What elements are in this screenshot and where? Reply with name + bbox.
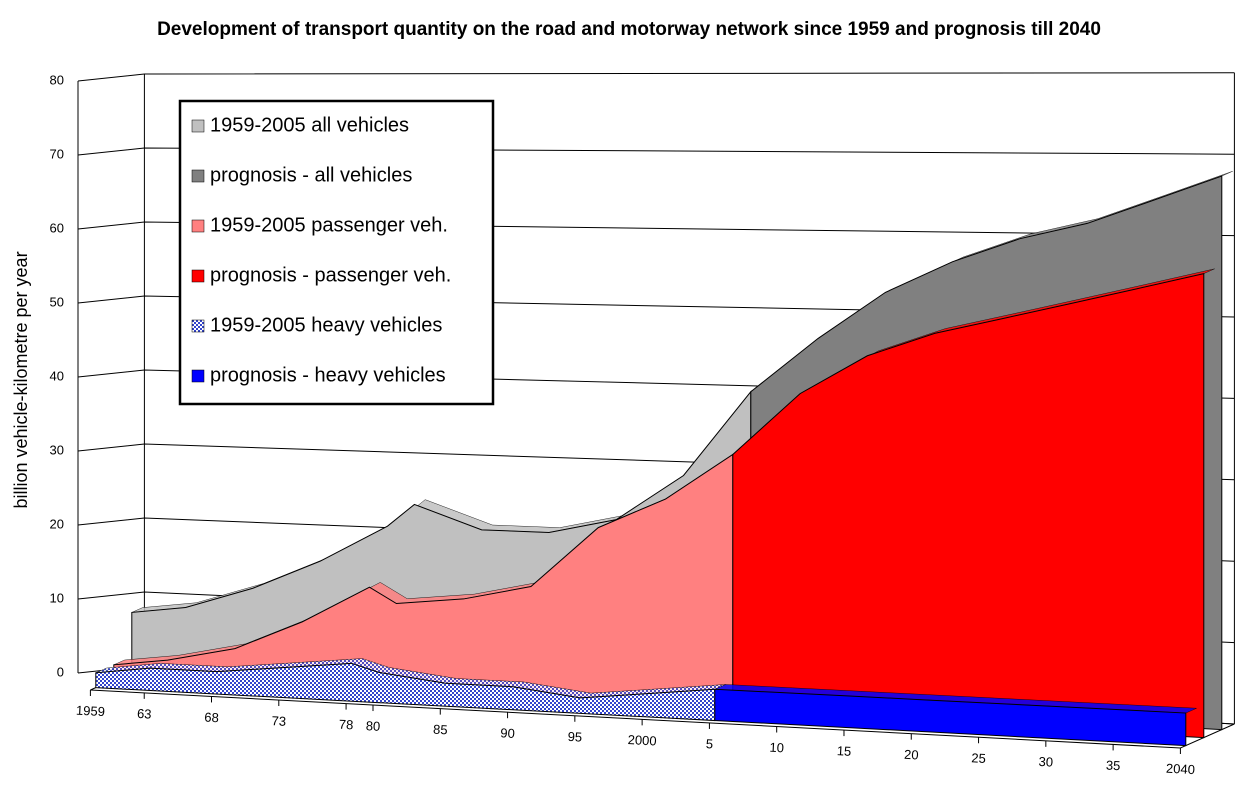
x-tick-label: 78 (339, 717, 354, 733)
x-tick-label: 35 (1106, 757, 1121, 773)
y-tick-label: 60 (50, 220, 64, 235)
y-tick-label: 30 (50, 442, 64, 457)
x-tick-label: 85 (433, 722, 448, 738)
legend-label: prognosis - all vehicles (210, 164, 412, 186)
x-tick-label: 20 (904, 747, 919, 763)
x-tick-label: 25 (971, 750, 986, 766)
legend-swatch (191, 369, 205, 383)
x-tick-label: 2040 (1166, 761, 1196, 777)
y-tick-label: 10 (50, 590, 64, 605)
grid-line (77, 72, 1235, 82)
chart-title: Development of transport quantity on the… (157, 19, 1101, 40)
area (95, 662, 716, 722)
y-tick-label: 50 (50, 294, 64, 309)
x-tick-label: 10 (769, 740, 784, 756)
x-tick-label: 1959 (76, 703, 106, 719)
legend: 1959-2005 all vehicles prognosis - all ve… (178, 99, 495, 406)
legend-label: 1959-2005 all vehicles (210, 114, 409, 136)
legend-label: prognosis - heavy vehicles (210, 364, 446, 386)
x-tick-label: 73 (271, 713, 286, 729)
x-tick-label: 80 (365, 718, 380, 734)
x-tick-label: 68 (204, 710, 219, 726)
area (732, 272, 1205, 739)
x-tick-label: 30 (1038, 754, 1053, 770)
legend-swatch (191, 269, 205, 283)
legend-label: 1959-2005 heavy vehicles (210, 314, 442, 336)
x-tick-label: 95 (567, 729, 582, 745)
legend-label: prognosis - passenger veh. (210, 264, 451, 286)
legend-swatch (191, 219, 205, 233)
legend-swatch (191, 119, 205, 133)
x-tick-label: 63 (137, 706, 152, 722)
legend-box (178, 99, 495, 406)
x-tick-label: 5 (705, 736, 713, 751)
x-tick-label: 2000 (627, 732, 657, 748)
area (714, 688, 1187, 747)
legend-label: 1959-2005 passenger veh. (210, 214, 448, 236)
y-tick-label: 70 (50, 146, 64, 161)
x-tick-label: 90 (500, 725, 515, 741)
y-tick-label: 80 (50, 72, 64, 87)
legend-swatch (191, 319, 205, 333)
area (113, 453, 734, 714)
x-tick-label: 15 (836, 743, 851, 759)
y-tick-label: 20 (50, 516, 64, 531)
y-tick-label: 0 (57, 664, 64, 679)
y-axis-label: billion vehicle-kilometre per year (11, 251, 31, 508)
y-tick-label: 40 (50, 368, 64, 383)
legend-swatch (191, 169, 205, 183)
